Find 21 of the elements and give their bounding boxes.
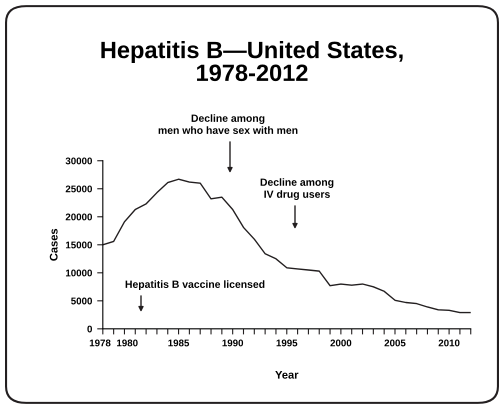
y-tick-label: 10000 xyxy=(66,270,92,276)
x-tick-label: 2000 xyxy=(330,340,352,346)
x-tick-label: 1980 xyxy=(117,340,138,346)
y-tick-label: 0 xyxy=(87,326,92,332)
y-tick-label: 20000 xyxy=(66,214,92,220)
x-tick-label: 1978 xyxy=(90,340,111,346)
annotation: Hepatitis B vaccine licensed xyxy=(126,280,264,290)
y-tick-label: 5000 xyxy=(71,298,92,304)
x-tick-label: 2005 xyxy=(384,340,406,346)
x-tick-label: 1995 xyxy=(276,340,298,346)
x-tick-label: 2010 xyxy=(438,340,460,346)
y-tick-label: 25000 xyxy=(66,185,92,192)
x-axis-title: Year xyxy=(275,370,298,379)
text: Decline among men who have sex with men xyxy=(158,114,298,134)
y-tick-label: 15000 xyxy=(66,242,92,248)
annotation: Decline among IV drug users xyxy=(260,178,334,200)
x-tick-label: 1990 xyxy=(222,340,244,346)
y-tick-label: 30000 xyxy=(66,157,92,164)
x-tick-label: 1985 xyxy=(168,340,190,346)
chart-title: Hepatitis B—United States, 1978-2012 xyxy=(101,40,403,82)
y-axis-title: Cases xyxy=(50,228,58,261)
